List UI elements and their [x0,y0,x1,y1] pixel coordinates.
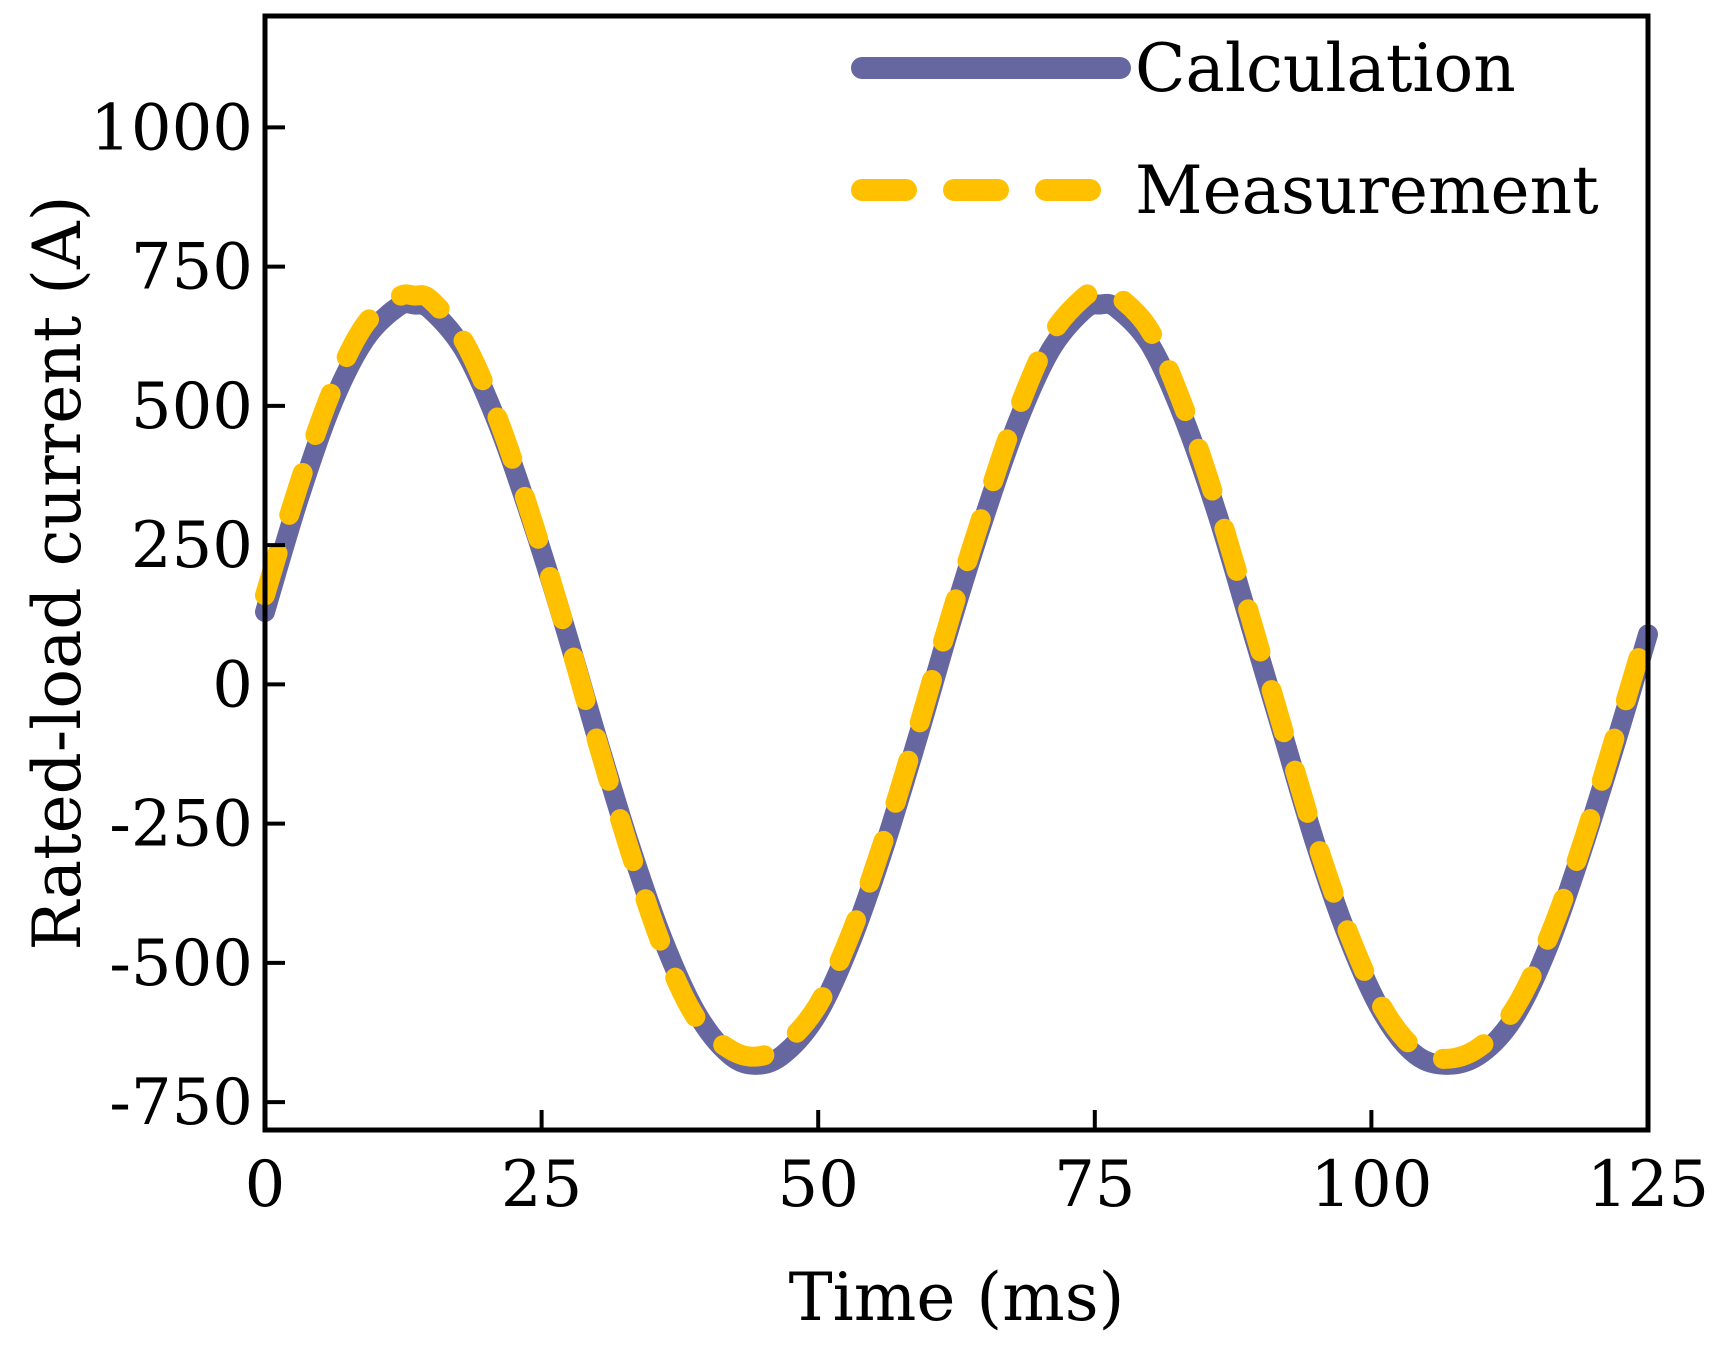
x-tick-label-5: 125 [1587,1148,1709,1222]
y-tick-label-2: -250 [109,788,253,862]
plot-frame [262,13,1651,1133]
x-tick-label-0: 0 [245,1148,286,1222]
legend-label-measurement: Measurement [1135,152,1599,229]
series-line-calculation [255,293,1658,1075]
x-tick-label-4: 100 [1310,1148,1432,1222]
x-axis-title: Time (ms) [789,1259,1125,1336]
tick-layer: 0 25 50 75 100 125 -750 -500 -250 0 250 500 750 1000 [90,91,1709,1222]
series-line-measurement [255,281,1658,1069]
y-tick-label-4: 250 [131,509,253,583]
y-tick-label-0: -750 [109,1066,253,1140]
x-tick-label-3: 75 [1054,1148,1135,1222]
y-tick-label-3: 0 [212,648,253,722]
x-tick-label-2: 50 [777,1148,858,1222]
legend-label-calculation: Calculation [1135,30,1516,107]
y-tick-label-5: 500 [131,370,253,444]
y-tick-label-1: -500 [109,927,253,1001]
y-tick-label-7: 1000 [90,91,253,165]
series-layer [255,281,1658,1075]
y-tick-label-6: 750 [131,231,253,305]
x-tick-label-1: 25 [501,1148,582,1222]
legend: Calculation Measurement [851,30,1599,229]
y-axis-title: Rated-load current (A) [19,196,96,951]
